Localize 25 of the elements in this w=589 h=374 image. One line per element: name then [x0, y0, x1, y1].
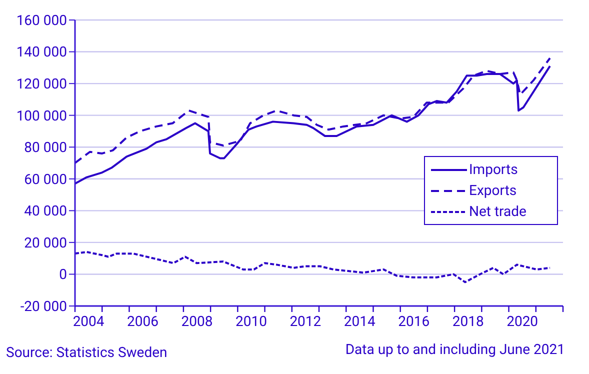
x-tick-label: 2010 [235, 314, 268, 330]
x-tick-label: 2018 [452, 314, 484, 330]
text: Data up to and including June 2021 [345, 342, 565, 358]
x-tick-label: 2012 [290, 314, 322, 330]
legend-label: Imports [469, 162, 518, 178]
legend-label: Net trade [469, 204, 526, 220]
y-tick-label: 60 000 [24, 172, 68, 188]
y-tick-label: 100 000 [16, 108, 68, 124]
y-tick-label: 120 000 [16, 76, 68, 93]
x-tick-label: 2008 [181, 314, 213, 330]
y-tick-label: 40 000 [24, 204, 68, 220]
x-tick-label: 2004 [72, 314, 104, 330]
x-tick-label: 2016 [398, 314, 430, 330]
y-tick-label: 0 [59, 267, 68, 284]
x-tick-label: 2020 [506, 314, 538, 330]
y-tick-label: 140 000 [16, 44, 68, 61]
x-tick-label: 2006 [127, 314, 159, 330]
x-tick-label: 2014 [344, 314, 376, 330]
source-note: Source: Statistics Sweden [6, 345, 168, 361]
y-tick-label: 80 000 [24, 140, 68, 156]
y-tick-label: 20 000 [24, 235, 68, 252]
line-series [75, 250, 551, 284]
y-tick-label: 160 000 [16, 12, 68, 29]
y-tick-label: -20 000 [20, 298, 68, 315]
legend-label: Exports [469, 182, 517, 198]
